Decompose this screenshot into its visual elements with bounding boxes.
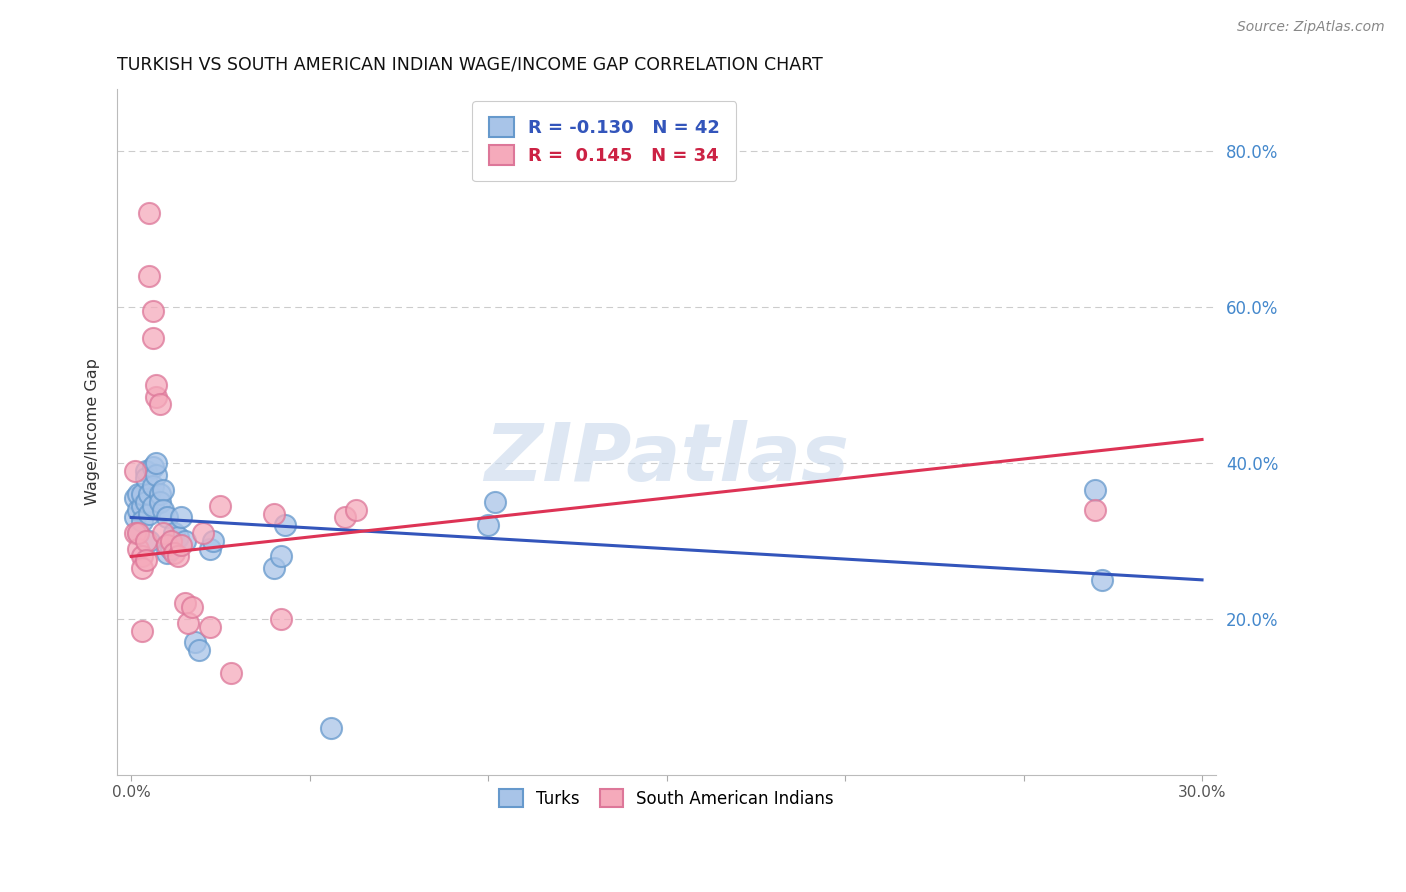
Point (138, 206, 160, 220)
Point (181, 600, 204, 615)
Point (344, 502, 367, 516)
Point (219, 666, 242, 681)
Point (274, 518, 297, 533)
Point (145, 378, 167, 392)
Point (131, 624, 153, 638)
Point (138, 533, 160, 548)
Point (145, 456, 167, 470)
Point (134, 471, 156, 485)
Point (1084, 483, 1107, 498)
Point (142, 499, 165, 513)
Point (1091, 573, 1114, 587)
Point (173, 596, 195, 610)
Point (138, 507, 160, 521)
Point (198, 620, 221, 634)
Point (166, 549, 188, 564)
Point (163, 526, 186, 541)
Legend: Turks, South American Indians: Turks, South American Indians (492, 782, 841, 814)
Point (263, 507, 285, 521)
Point (149, 487, 172, 501)
Point (477, 518, 499, 533)
Point (170, 510, 193, 524)
Point (156, 545, 179, 559)
Point (152, 502, 174, 516)
Text: ZIPatlas: ZIPatlas (484, 420, 849, 498)
Point (145, 390, 167, 404)
Point (184, 635, 207, 649)
Point (149, 495, 172, 509)
Point (124, 491, 146, 505)
Point (142, 479, 165, 493)
Point (1084, 502, 1107, 516)
Point (149, 397, 172, 411)
Point (270, 549, 292, 564)
Point (159, 541, 181, 556)
Point (156, 510, 179, 524)
Point (124, 526, 146, 541)
Point (131, 549, 153, 564)
Point (152, 526, 174, 541)
Point (142, 459, 165, 474)
Point (188, 643, 211, 657)
Point (142, 331, 165, 345)
Point (142, 303, 165, 318)
Point (484, 495, 506, 509)
Point (170, 538, 193, 552)
Point (138, 487, 160, 501)
Point (173, 533, 195, 548)
Point (124, 510, 146, 524)
Point (198, 541, 221, 556)
Text: Source: ZipAtlas.com: Source: ZipAtlas.com (1237, 20, 1385, 34)
Point (166, 530, 188, 544)
Point (131, 499, 153, 513)
Point (177, 615, 200, 630)
Point (127, 487, 149, 501)
Point (127, 526, 149, 541)
Text: TURKISH VS SOUTH AMERICAN INDIAN WAGE/INCOME GAP CORRELATION CHART: TURKISH VS SOUTH AMERICAN INDIAN WAGE/IN… (117, 55, 823, 73)
Point (209, 499, 232, 513)
Point (191, 526, 214, 541)
Point (152, 483, 174, 498)
Point (134, 533, 156, 548)
Point (263, 561, 285, 575)
Point (145, 467, 167, 482)
Point (321, 721, 343, 735)
Point (159, 533, 181, 548)
Point (138, 268, 160, 283)
Point (335, 510, 357, 524)
Point (131, 561, 153, 575)
Y-axis label: Wage/Income Gap: Wage/Income Gap (86, 359, 100, 505)
Point (134, 495, 156, 509)
Point (270, 612, 292, 626)
Point (134, 464, 156, 478)
Point (163, 545, 186, 559)
Point (127, 526, 149, 541)
Point (134, 553, 156, 567)
Point (156, 538, 179, 552)
Point (127, 502, 149, 516)
Point (131, 487, 153, 501)
Point (202, 533, 225, 548)
Point (127, 541, 149, 556)
Point (131, 515, 153, 529)
Point (124, 464, 146, 478)
